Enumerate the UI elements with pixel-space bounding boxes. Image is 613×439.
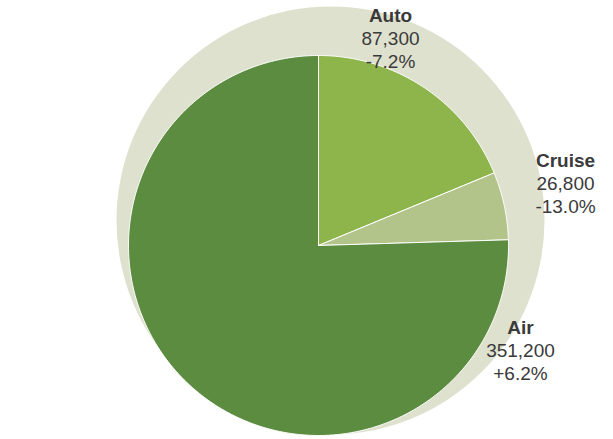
svg-text:Air: Air: [507, 317, 534, 338]
svg-text:26,800: 26,800: [536, 173, 594, 194]
svg-text:-7.2%-7.2: -7.2%-7.2: [366, 51, 416, 72]
svg-text:351,200: 351,200: [486, 340, 555, 361]
svg-text:+6.2%6.2: +6.2%6.2: [493, 363, 548, 384]
svg-text:Cruise: Cruise: [536, 150, 595, 171]
svg-text:-13.0%-13: -13.0%-13: [535, 196, 595, 217]
svg-text:87,300: 87,300: [361, 28, 419, 49]
svg-text:Auto: Auto: [369, 5, 412, 26]
